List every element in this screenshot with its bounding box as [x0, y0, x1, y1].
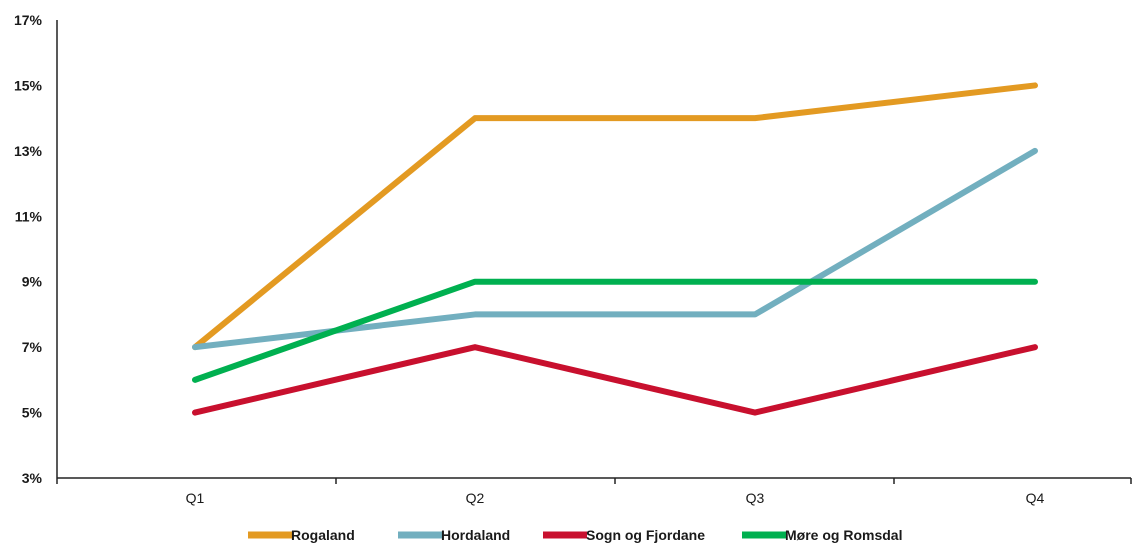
y-tick-label: 3%: [22, 470, 43, 486]
y-tick-label: 7%: [22, 339, 43, 355]
y-tick-label: 5%: [22, 405, 43, 421]
x-axis: Q1 Q2 Q3 Q4: [56, 477, 1132, 506]
x-tick-label: Q3: [746, 490, 765, 506]
legend: Rogaland Hordaland Sogn og Fjordane Møre og…: [248, 527, 902, 543]
series-line-sogn-og-fjordane: [192, 344, 1038, 416]
legend-label: Møre og Romsdal: [785, 527, 902, 543]
series-line-rogaland: [192, 82, 1038, 351]
y-tick-label: 11%: [15, 208, 43, 224]
y-tick-label: 13%: [14, 143, 43, 159]
series-lines: [192, 82, 1038, 416]
x-tick-label: Q1: [186, 490, 205, 506]
y-tick-label: 15%: [14, 77, 43, 93]
series-line-hordaland: [192, 147, 1038, 351]
legend-label: Hordaland: [441, 527, 510, 543]
x-tick-label: Q4: [1026, 490, 1045, 506]
y-tick-label: 17%: [14, 12, 43, 28]
series-line-m-re-og-romsdal: [192, 278, 1038, 383]
legend-label: Rogaland: [291, 527, 355, 543]
legend-label: Sogn og Fjordane: [586, 527, 705, 543]
y-axis: 3% 5% 7% 9% 11% 13% 15% 17%: [14, 12, 58, 486]
x-tick-label: Q2: [466, 490, 485, 506]
y-tick-label: 9%: [22, 274, 43, 290]
